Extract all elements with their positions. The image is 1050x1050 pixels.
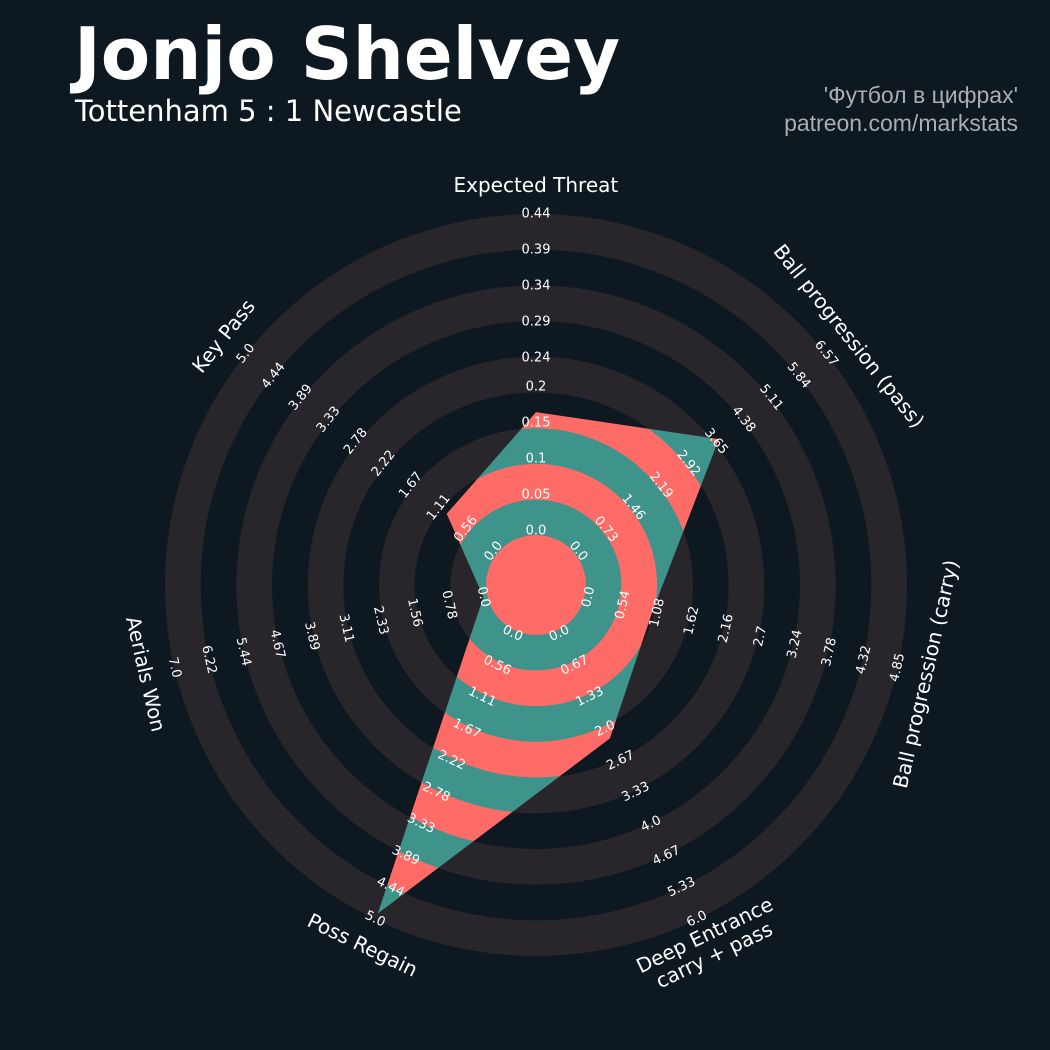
tick-label: 0.39 bbox=[522, 243, 551, 258]
tick-label: 0.24 bbox=[522, 351, 551, 366]
tick-label: 2.33 bbox=[370, 605, 391, 637]
credit: 'Футбол в цифрах' bbox=[823, 82, 1018, 108]
tick-label: 1.08 bbox=[647, 597, 668, 629]
ring-band bbox=[307, 356, 765, 814]
tick-label: 4.85 bbox=[887, 652, 908, 684]
tick-label: 2.7 bbox=[751, 625, 770, 649]
tick-label: 1.62 bbox=[681, 605, 702, 637]
tick-label: 4.32 bbox=[853, 644, 874, 676]
tick-label: 5.44 bbox=[233, 636, 254, 668]
tick-label: 0.05 bbox=[522, 487, 551, 502]
tick-label: 0.29 bbox=[522, 315, 551, 330]
subtitle: Tottenham 5 : 1 Newcastle bbox=[75, 94, 462, 128]
tick-label: 0.34 bbox=[522, 279, 551, 294]
credit: patreon.com/markstats bbox=[784, 110, 1018, 136]
ring-band bbox=[164, 213, 908, 957]
tick-label: 0.54 bbox=[613, 589, 634, 621]
fill-center bbox=[486, 535, 586, 635]
tick-label: 4.67 bbox=[267, 628, 288, 660]
tick-label: 0.0 bbox=[579, 585, 598, 609]
tick-label: 0.1 bbox=[526, 451, 547, 466]
tick-label: 3.78 bbox=[819, 636, 840, 668]
tick-label: 0.2 bbox=[526, 379, 547, 394]
tick-label: 3.89 bbox=[301, 620, 322, 652]
ring-band bbox=[236, 285, 836, 885]
tick-label: 0.0 bbox=[526, 524, 547, 539]
tick-label: 2.16 bbox=[716, 613, 737, 645]
tick-label: 0.44 bbox=[522, 207, 551, 222]
tick-label: 0.0 bbox=[474, 585, 493, 609]
tick-label: 6.22 bbox=[198, 644, 219, 676]
tick-label: 3.11 bbox=[336, 613, 357, 645]
tick-label: 0.78 bbox=[438, 589, 459, 621]
tick-label: 0.15 bbox=[522, 415, 551, 430]
tick-label: 1.56 bbox=[404, 597, 425, 629]
tick-label: 3.24 bbox=[785, 628, 806, 660]
tick-label: 7.0 bbox=[165, 656, 184, 680]
title: Jonjo Shelvey bbox=[74, 12, 621, 96]
param-label: Expected Threat bbox=[453, 173, 619, 197]
